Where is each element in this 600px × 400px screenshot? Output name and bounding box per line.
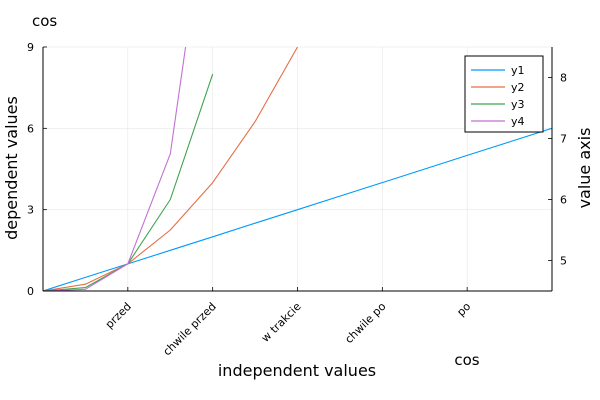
y-tick-label: 0 xyxy=(27,285,34,298)
x-tick-label: w trakcie xyxy=(259,300,304,345)
y-axis-label: dependent values xyxy=(2,96,21,240)
legend-box xyxy=(464,55,544,133)
axes xyxy=(42,46,553,292)
x2-axis-label: cos xyxy=(454,351,479,369)
y-tick-label: 3 xyxy=(27,204,34,217)
x-tick-label: chwile przed xyxy=(161,300,219,358)
y2-tick-label: 7 xyxy=(560,133,567,146)
y2-axis-label: value axis xyxy=(575,128,594,209)
legend-label-y3: y3 xyxy=(511,98,525,111)
legend-label-y1: y1 xyxy=(511,64,525,77)
y-tick-label: 6 xyxy=(27,122,34,135)
x-tick-label: po xyxy=(454,300,473,319)
x-tick-label: przed xyxy=(103,300,134,331)
y2-tick-label: 5 xyxy=(560,255,567,268)
y2-tick-label: 6 xyxy=(560,194,567,207)
x-tick-label: chwile po xyxy=(342,300,388,346)
legend-label-y2: y2 xyxy=(511,81,525,94)
chart-title: cos xyxy=(32,12,57,30)
y-tick-label: 9 xyxy=(27,41,34,54)
y2-tick-label: 8 xyxy=(560,72,567,85)
series-line-y4 xyxy=(43,47,187,291)
x-axis-label: independent values xyxy=(218,361,376,380)
legend-label-y4: y4 xyxy=(511,115,525,128)
series-line-y2 xyxy=(43,47,298,291)
legend: y1 y2 y3 y4 xyxy=(464,55,544,133)
series-group xyxy=(43,47,552,291)
